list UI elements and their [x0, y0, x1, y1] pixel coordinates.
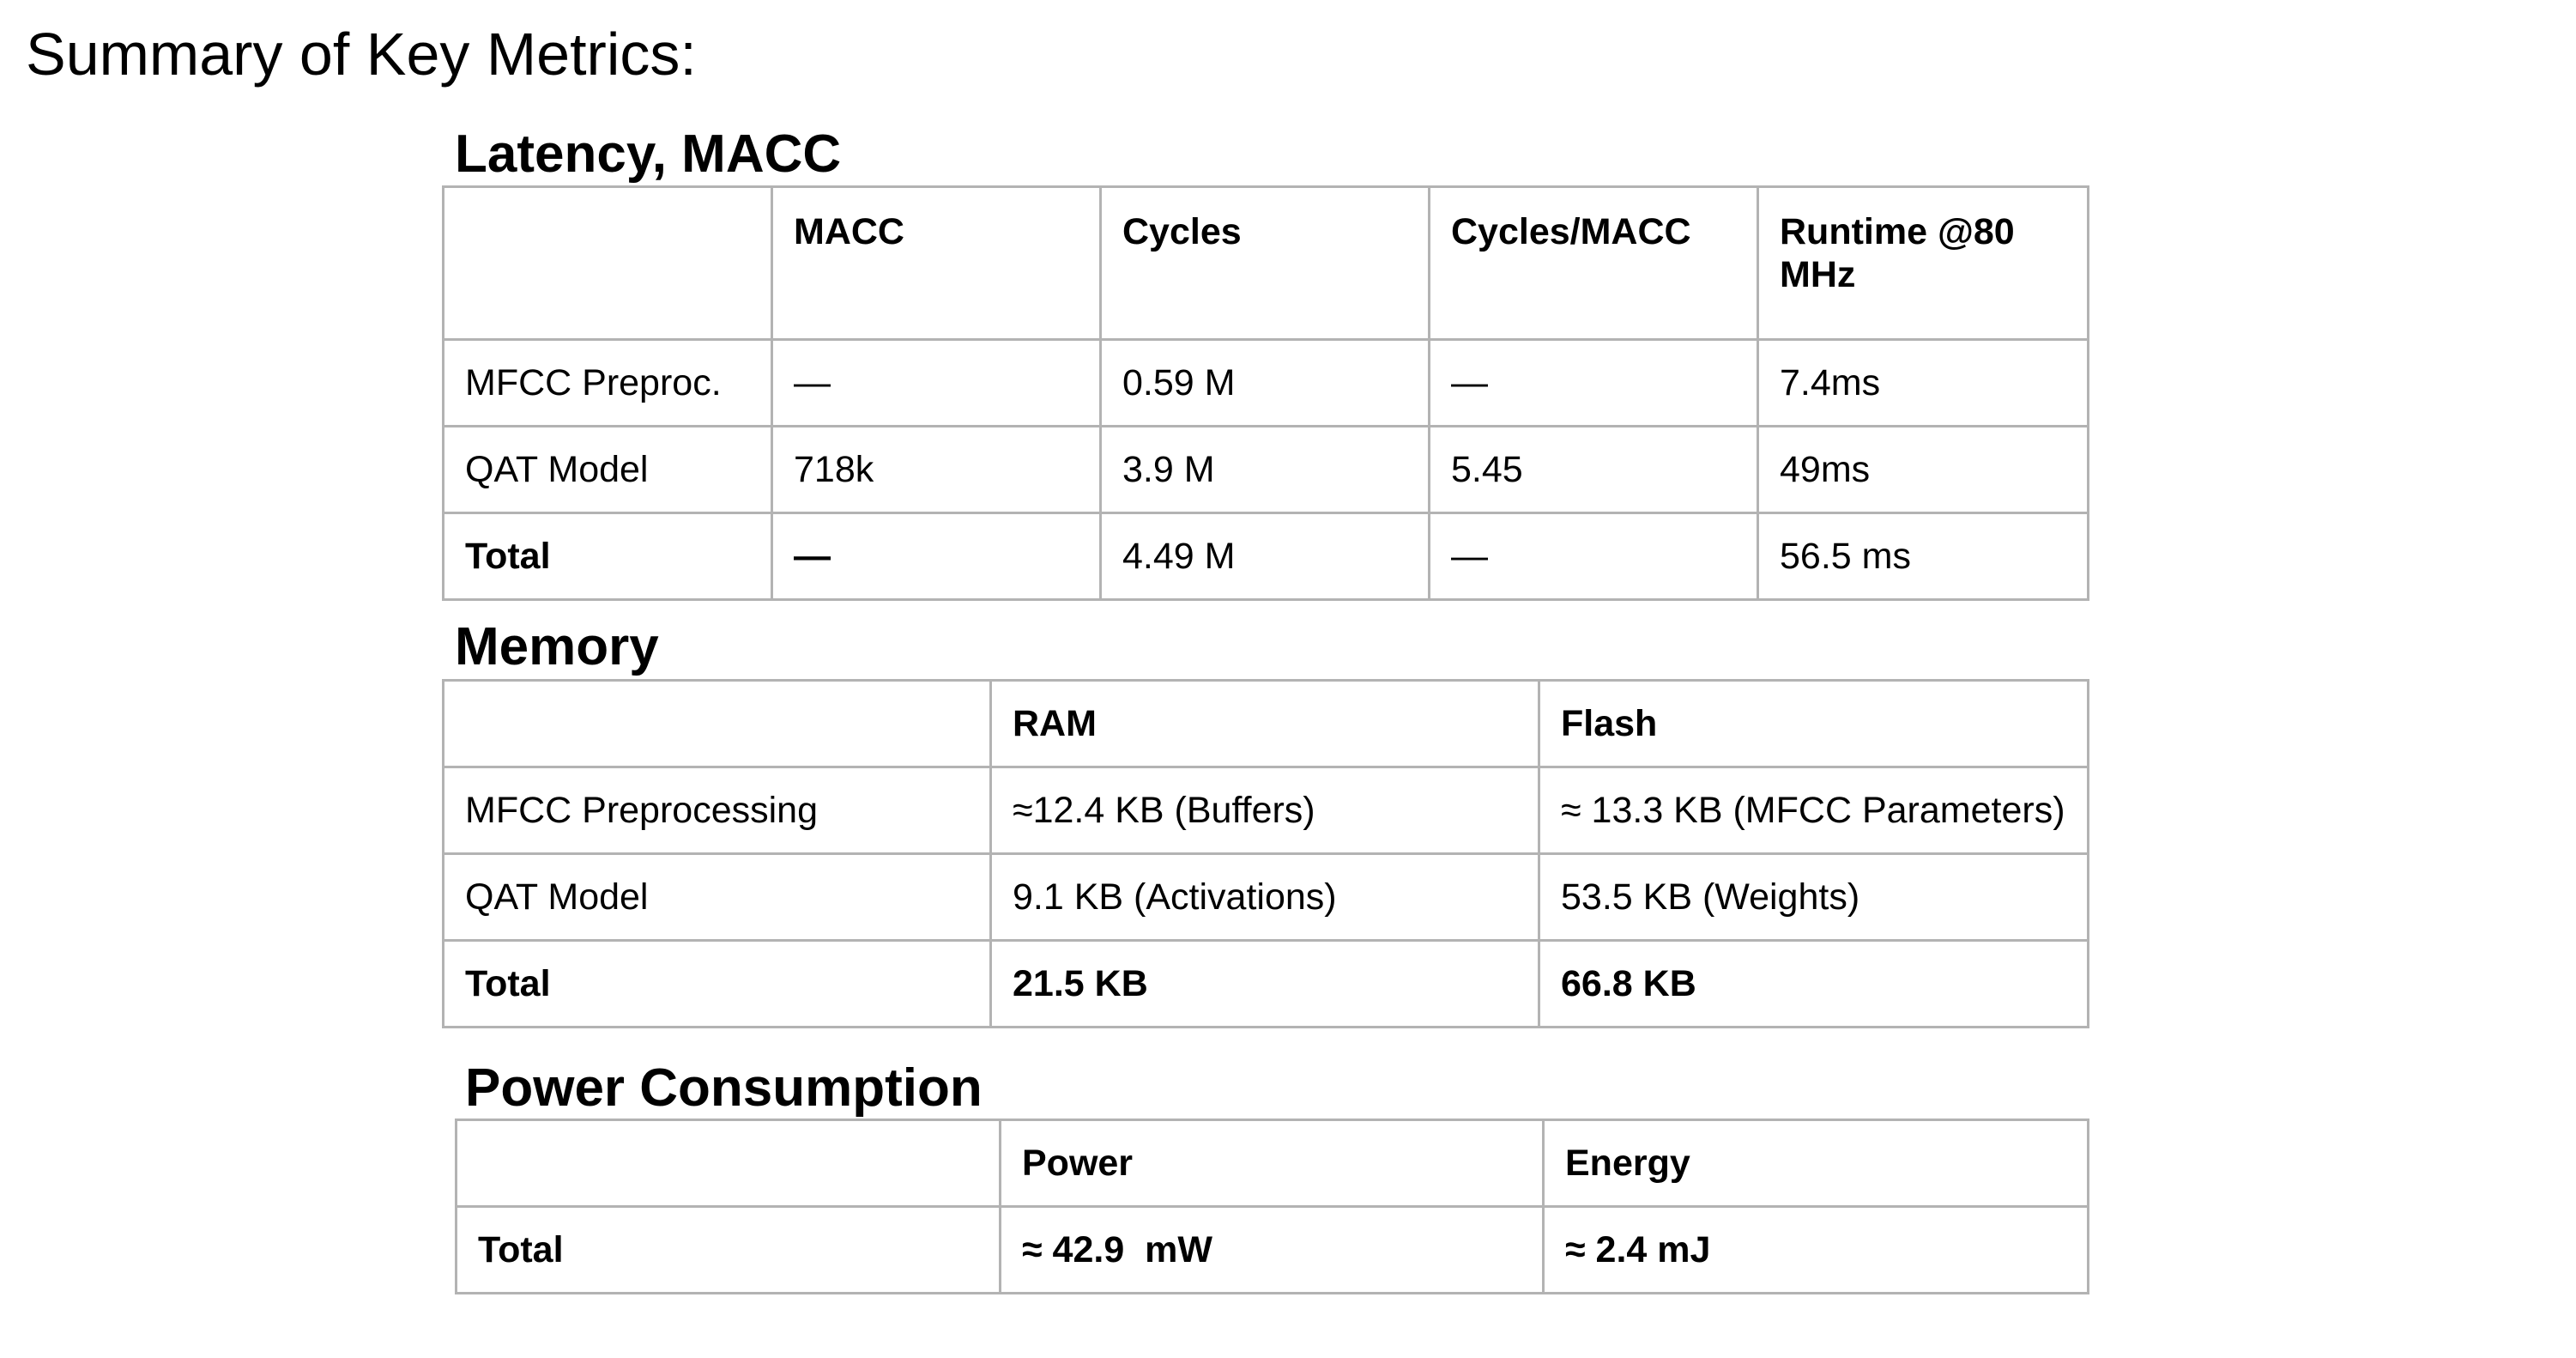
header-cell-cycles-per-macc: Cycles/MACC — [1428, 185, 1759, 341]
table-row: MFCC Preproc. — 0.59 M — 7.4ms — [442, 338, 2089, 427]
latency-table: MACC Cycles Cycles/MACC Runtime @80 MHz … — [442, 185, 2089, 601]
header-cell-power: Power — [999, 1119, 1545, 1208]
table-cell: 53.5 KB (Weights) — [1538, 852, 2089, 942]
table-cell: 5.45 — [1428, 425, 1759, 514]
row-label: MFCC Preprocessing — [442, 766, 992, 855]
row-label: Total — [455, 1205, 1001, 1294]
header-cell-cycles: Cycles — [1099, 185, 1430, 341]
header-cell-runtime: Runtime @80 MHz — [1757, 185, 2089, 341]
row-label: Total — [442, 939, 992, 1028]
header-cell-empty — [442, 185, 773, 341]
table-cell: 0.59 M — [1099, 338, 1430, 427]
row-label: MFCC Preproc. — [442, 338, 773, 427]
header-cell-energy: Energy — [1542, 1119, 2089, 1208]
table-header-row: MACC Cycles Cycles/MACC Runtime @80 MHz — [442, 185, 2089, 341]
table-row-total: Total ≈ 42.9 mW ≈ 2.4 mJ — [455, 1205, 2089, 1294]
table-cell: — — [771, 512, 1102, 601]
row-label: QAT Model — [442, 425, 773, 514]
table-cell: — — [1428, 338, 1759, 427]
latency-section-title: Latency, MACC — [455, 124, 842, 184]
header-cell-macc: MACC — [771, 185, 1102, 341]
table-cell: 21.5 KB — [989, 939, 1540, 1028]
table-cell: ≈ 42.9 mW — [999, 1205, 1545, 1294]
table-header-row: Power Energy — [455, 1119, 2089, 1208]
table-cell: ≈ 2.4 mJ — [1542, 1205, 2089, 1294]
table-cell: 9.1 KB (Activations) — [989, 852, 1540, 942]
table-cell: 718k — [771, 425, 1102, 514]
table-cell: 49ms — [1757, 425, 2089, 514]
table-row: MFCC Preprocessing ≈12.4 KB (Buffers) ≈ … — [442, 766, 2089, 855]
row-label: Total — [442, 512, 773, 601]
table-cell: — — [771, 338, 1102, 427]
table-cell: 4.49 M — [1099, 512, 1430, 601]
table-cell: 56.5 ms — [1757, 512, 2089, 601]
header-cell-flash: Flash — [1538, 679, 2089, 768]
table-cell: ≈12.4 KB (Buffers) — [989, 766, 1540, 855]
memory-table: RAM Flash MFCC Preprocessing ≈12.4 KB (B… — [442, 679, 2089, 1028]
memory-section-title: Memory — [455, 617, 659, 676]
page-title: Summary of Key Metrics: — [26, 21, 697, 88]
table-cell: — — [1428, 512, 1759, 601]
header-cell-empty — [455, 1119, 1001, 1208]
table-row-total: Total — 4.49 M — 56.5 ms — [442, 512, 2089, 601]
header-cell-ram: RAM — [989, 679, 1540, 768]
power-section-title: Power Consumption — [465, 1058, 983, 1118]
table-cell: ≈ 13.3 KB (MFCC Parameters) — [1538, 766, 2089, 855]
table-row: QAT Model 9.1 KB (Activations) 53.5 KB (… — [442, 852, 2089, 942]
table-row: QAT Model 718k 3.9 M 5.45 49ms — [442, 425, 2089, 514]
table-cell: 7.4ms — [1757, 338, 2089, 427]
table-cell: 3.9 M — [1099, 425, 1430, 514]
table-row-total: Total 21.5 KB 66.8 KB — [442, 939, 2089, 1028]
table-header-row: RAM Flash — [442, 679, 2089, 768]
table-cell: 66.8 KB — [1538, 939, 2089, 1028]
header-cell-empty — [442, 679, 992, 768]
power-table: Power Energy Total ≈ 42.9 mW ≈ 2.4 mJ — [455, 1119, 2089, 1294]
row-label: QAT Model — [442, 852, 992, 942]
